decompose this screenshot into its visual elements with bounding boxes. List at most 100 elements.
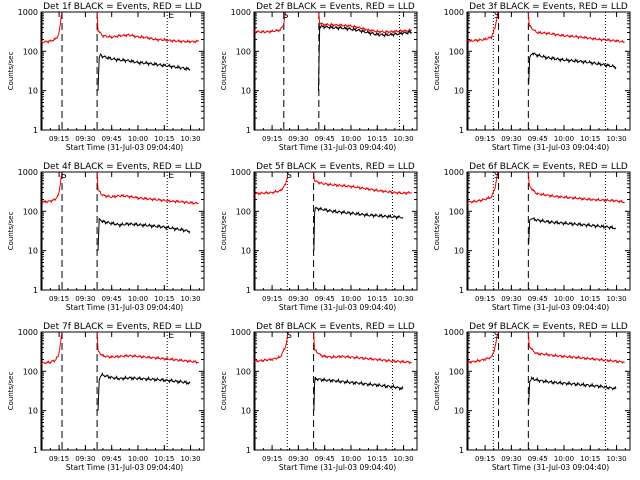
x-tick-label: 09:45 xyxy=(102,135,122,143)
y-tick-label: 10 xyxy=(454,247,464,256)
events-series-line xyxy=(313,206,404,251)
x-tick-label: 09:45 xyxy=(528,455,548,463)
start-marker-label: S xyxy=(286,171,292,181)
y-tick-label: 1 xyxy=(459,126,464,135)
start-marker-label: S xyxy=(286,331,292,341)
detector-panel: Det 8f BLACK = Events, RED = LLD Counts/s… xyxy=(213,320,426,480)
detector-panel: Det 4f BLACK = Events, RED = LLD Counts/s… xyxy=(0,160,213,320)
x-tick-label: 09:30 xyxy=(501,135,521,143)
x-tick-label: 09:30 xyxy=(288,455,308,463)
y-tick-label: 1 xyxy=(246,446,251,455)
events-series-line xyxy=(313,376,404,411)
x-tick-label: 10:15 xyxy=(154,295,174,303)
x-tick-label: 10:00 xyxy=(554,455,574,463)
x-axis-label: Start Time (31-Jul-03 09:04:40) xyxy=(66,303,183,312)
y-tick-label: 100 xyxy=(449,47,464,56)
y-tick-label: 1000 xyxy=(18,8,38,17)
chart-svg: Det 5f BLACK = Events, RED = LLD Counts/s… xyxy=(220,162,418,312)
events-series-line xyxy=(528,52,617,84)
events-series-line xyxy=(528,216,617,244)
start-marker-label: S xyxy=(494,171,500,181)
x-tick-label: 09:15 xyxy=(475,455,495,463)
plot-area xyxy=(41,172,199,290)
y-tick-label: 1 xyxy=(459,446,464,455)
x-tick-label: 10:30 xyxy=(393,455,413,463)
x-tick-label: 10:30 xyxy=(606,455,626,463)
x-tick-label: 10:00 xyxy=(341,135,361,143)
lld-series-line xyxy=(467,332,625,365)
x-tick-label: 10:30 xyxy=(180,455,200,463)
x-tick-label: 09:15 xyxy=(49,455,69,463)
y-tick-label: 10 xyxy=(28,87,38,96)
start-marker-label: S xyxy=(283,11,289,21)
y-tick-label: 10 xyxy=(241,247,251,256)
x-tick-label: 09:30 xyxy=(501,295,521,303)
x-tick-label: 10:15 xyxy=(580,295,600,303)
y-tick-label: 1000 xyxy=(444,328,464,337)
y-tick-label: 100 xyxy=(449,207,464,216)
lld-series-line xyxy=(41,332,199,366)
y-tick-label: 10 xyxy=(454,87,464,96)
y-tick-label: 10 xyxy=(454,407,464,416)
plot-frame xyxy=(253,171,418,291)
chart-title: Det 8f BLACK = Events, RED = LLD xyxy=(256,322,415,332)
x-tick-label: 10:00 xyxy=(554,295,574,303)
chart-svg: Det 3f BLACK = Events, RED = LLD Counts/s… xyxy=(433,2,631,152)
chart-title: Det 4f BLACK = Events, RED = LLD xyxy=(43,162,202,172)
y-tick-label: 100 xyxy=(236,47,251,56)
y-tick-label: 1 xyxy=(33,126,38,135)
chart-svg: Det 9f BLACK = Events, RED = LLD Counts/s… xyxy=(433,322,631,472)
x-tick-label: 10:00 xyxy=(128,295,148,303)
y-tick-label: 100 xyxy=(449,367,464,376)
y-axis-label: Counts/sec xyxy=(220,372,228,411)
events-series-line xyxy=(97,372,191,411)
x-tick-label: 09:45 xyxy=(102,295,122,303)
x-tick-label: 10:15 xyxy=(367,295,387,303)
x-tick-label: 09:45 xyxy=(528,135,548,143)
plot-frame xyxy=(40,11,205,131)
x-tick-label: 09:30 xyxy=(75,135,95,143)
start-marker-label: S xyxy=(494,331,500,341)
plot-area xyxy=(467,332,625,450)
x-tick-label: 10:30 xyxy=(393,135,413,143)
x-axis-label: Start Time (31-Jul-03 09:04:40) xyxy=(279,303,396,312)
x-tick-label: 09:30 xyxy=(75,455,95,463)
x-tick-label: 10:15 xyxy=(367,455,387,463)
x-tick-label: 10:30 xyxy=(393,295,413,303)
x-axis-label: Start Time (31-Jul-03 09:04:40) xyxy=(492,303,609,312)
y-tick-label: 10 xyxy=(28,247,38,256)
events-series-line xyxy=(97,53,191,91)
plot-frame xyxy=(466,11,631,131)
plot-frame xyxy=(466,171,631,291)
x-tick-label: 09:30 xyxy=(288,135,308,143)
events-series-line xyxy=(528,375,617,404)
plot-frame xyxy=(253,11,418,131)
plot-frame xyxy=(40,171,205,291)
x-tick-label: 10:00 xyxy=(554,135,574,143)
x-tick-label: 09:45 xyxy=(315,455,335,463)
x-tick-label: 10:15 xyxy=(154,135,174,143)
detector-panel: Det 6f BLACK = Events, RED = LLD Counts/s… xyxy=(426,160,639,320)
x-tick-label: 10:30 xyxy=(606,295,626,303)
x-tick-label: 10:00 xyxy=(128,135,148,143)
chart-svg: Det 2f BLACK = Events, RED = LLD Counts/s… xyxy=(220,2,418,152)
lld-series-line xyxy=(254,332,412,365)
y-axis-label: Counts/sec xyxy=(7,212,15,251)
x-axis-label: Start Time (31-Jul-03 09:04:40) xyxy=(492,463,609,472)
x-tick-label: 09:45 xyxy=(528,295,548,303)
chart-title: Det 7f BLACK = Events, RED = LLD xyxy=(43,322,202,332)
y-tick-label: 1000 xyxy=(18,328,38,337)
y-tick-label: 1 xyxy=(246,126,251,135)
plot-frame xyxy=(466,331,631,451)
y-tick-label: 1000 xyxy=(444,8,464,17)
lld-series-line xyxy=(254,172,412,196)
x-tick-label: 09:15 xyxy=(262,455,282,463)
y-axis-label: Counts/sec xyxy=(7,372,15,411)
plot-frame xyxy=(253,331,418,451)
y-tick-label: 1000 xyxy=(231,328,251,337)
lld-series-line xyxy=(467,172,625,205)
events-series-line xyxy=(97,217,191,251)
y-tick-label: 1 xyxy=(33,446,38,455)
y-axis-label: Counts/sec xyxy=(7,52,15,91)
